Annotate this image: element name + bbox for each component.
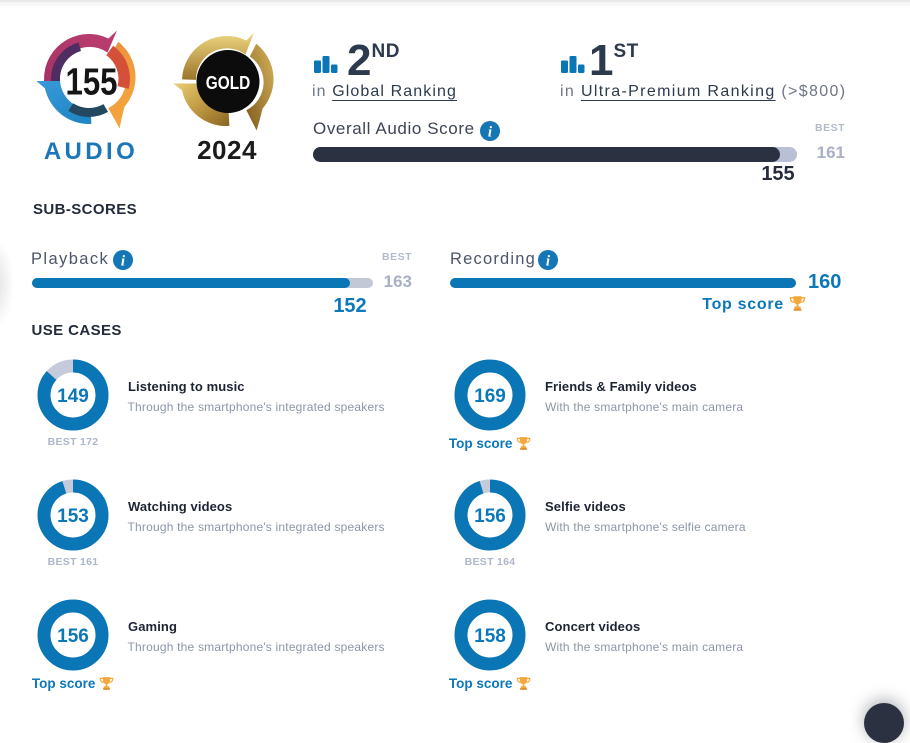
svg-text:i: i [488,124,493,140]
svg-text:156: 156 [474,506,506,527]
svg-text:169: 169 [474,386,506,407]
svg-text:158: 158 [474,626,506,647]
svg-text:155: 155 [66,61,118,103]
svg-text:153: 153 [57,506,89,527]
svg-text:156: 156 [57,626,89,647]
svg-text:i: i [546,253,551,269]
svg-text:i: i [121,253,126,269]
svg-text:149: 149 [57,386,89,407]
svg-text:GOLD: GOLD [206,72,251,93]
